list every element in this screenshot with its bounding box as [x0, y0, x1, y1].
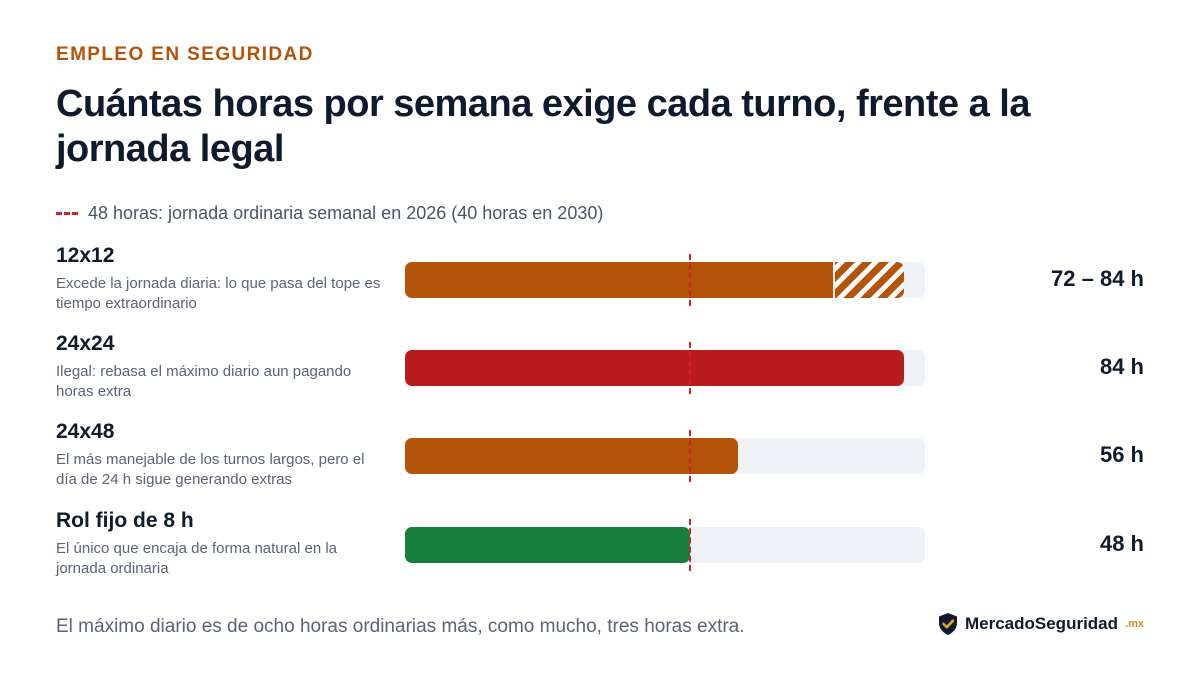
bar — [405, 262, 833, 298]
bar-row: Rol fijo de 8 h El único que encaja de fo… — [0, 509, 1200, 589]
shield-check-icon — [938, 613, 957, 635]
bar-row: 12x12 Excede la jornada diaria: lo que pa… — [0, 244, 1200, 324]
value-label: 56 h — [1099, 442, 1144, 467]
reference-line — [689, 430, 692, 482]
eyebrow-label: EMPLEO EN SEGURIDAD — [56, 44, 314, 65]
footer-note: El máximo diario es de ocho horas ordina… — [56, 616, 745, 637]
chart-title: Cuántas horas por semana exige cada turn… — [56, 83, 1031, 170]
category-label: 12x12 — [56, 244, 115, 267]
reference-line — [689, 254, 692, 306]
category-label: 24x24 — [56, 332, 115, 355]
category-description: El único que encaja de forma natural en … — [56, 540, 338, 577]
reference-line — [689, 342, 692, 394]
reference-line — [689, 519, 692, 571]
category-label: 24x48 — [56, 420, 115, 443]
value-label: 48 h — [1099, 531, 1144, 556]
value-label: 84 h — [1099, 354, 1144, 379]
category-description: Ilegal: rebasa el máximo diario aun paga… — [56, 363, 352, 400]
brand-name: MercadoSeguridad — [964, 614, 1119, 633]
category-label: Rol fijo de 8 h — [56, 509, 194, 532]
bar-row: 24x48 El más manejable de los turnos larg… — [0, 420, 1200, 500]
bar-row: 24x24 Ilegal: rebasa el máximo diario aun… — [0, 332, 1200, 412]
brand-logo: MercadoSeguridad .mx — [937, 612, 1144, 636]
category-description: Excede la jornada diaria: lo que pasa de… — [56, 275, 381, 312]
bar — [405, 438, 738, 474]
brand-tld: .mx — [1125, 618, 1144, 630]
bar — [405, 350, 905, 386]
category-description: El más manejable de los turnos largos, p… — [56, 451, 365, 488]
legend-label: 48 horas: jornada ordinaria semanal en 2… — [88, 203, 604, 223]
value-label: 72 – 84 h — [1051, 266, 1144, 291]
legend: 48 horas: jornada ordinaria semanal en 2… — [56, 203, 603, 224]
reference-line-swatch — [56, 212, 78, 215]
bar — [405, 527, 691, 563]
bar-range-extension — [834, 262, 905, 298]
